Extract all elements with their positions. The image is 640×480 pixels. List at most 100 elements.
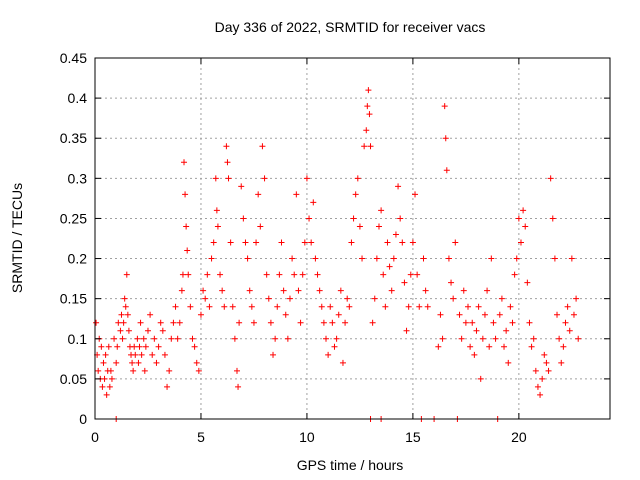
- data-point: [442, 135, 449, 142]
- data-point: [414, 271, 421, 278]
- data-point: [522, 223, 529, 230]
- data-point: [293, 191, 300, 198]
- data-point: [137, 319, 144, 326]
- data-point: [366, 111, 373, 118]
- data-point: [392, 231, 399, 238]
- data-point: [111, 335, 118, 342]
- data-point: [261, 175, 268, 182]
- data-point: [333, 335, 340, 342]
- data-point: [462, 319, 469, 326]
- data-point: [490, 319, 497, 326]
- data-point: [509, 319, 516, 326]
- data-point: [528, 343, 535, 350]
- data-point: [295, 287, 302, 294]
- data-point: [99, 383, 106, 390]
- y-tick-label: 0.4: [68, 90, 88, 106]
- data-point: [422, 287, 429, 294]
- data-point: [503, 327, 510, 334]
- data-points: [93, 87, 582, 422]
- data-point: [558, 359, 565, 366]
- data-point: [280, 287, 287, 294]
- data-point: [204, 271, 211, 278]
- data-point: [412, 191, 419, 198]
- data-point: [161, 351, 168, 358]
- data-point: [537, 391, 544, 398]
- data-point: [282, 311, 289, 318]
- data-point: [511, 271, 518, 278]
- data-point: [159, 327, 166, 334]
- x-tick-label: 0: [91, 429, 99, 445]
- data-point: [545, 367, 552, 374]
- data-point: [117, 327, 124, 334]
- data-point: [566, 327, 573, 334]
- grid: [95, 58, 610, 419]
- data-point: [229, 303, 236, 310]
- data-point: [166, 367, 173, 374]
- data-point: [534, 383, 541, 390]
- data-point: [316, 287, 323, 294]
- data-point: [382, 303, 389, 310]
- data-point: [409, 239, 416, 246]
- data-point: [539, 375, 546, 382]
- data-point: [380, 271, 387, 278]
- data-point: [113, 359, 120, 366]
- data-point: [452, 239, 459, 246]
- x-tick-label: 10: [299, 429, 315, 445]
- data-point: [176, 319, 183, 326]
- data-point: [235, 383, 242, 390]
- data-point: [140, 335, 147, 342]
- data-point: [227, 239, 234, 246]
- data-point: [267, 319, 274, 326]
- data-point: [554, 311, 561, 318]
- data-point: [184, 247, 191, 254]
- data-point: [471, 351, 478, 358]
- data-point: [448, 279, 455, 286]
- data-point: [405, 303, 412, 310]
- data-point: [348, 239, 355, 246]
- data-point: [278, 239, 285, 246]
- data-point: [122, 303, 129, 310]
- data-point: [135, 359, 142, 366]
- data-point: [98, 343, 105, 350]
- data-point: [286, 295, 293, 302]
- data-point: [399, 239, 406, 246]
- data-point: [174, 335, 181, 342]
- data-point: [108, 375, 115, 382]
- data-point: [352, 191, 359, 198]
- data-point: [388, 287, 395, 294]
- y-tick-label: 0.3: [68, 170, 88, 186]
- data-point: [93, 319, 100, 326]
- data-point: [217, 271, 224, 278]
- data-point: [450, 295, 457, 302]
- chart-title: Day 336 of 2022, SRMTID for receiver vac…: [215, 19, 486, 35]
- data-point: [191, 343, 198, 350]
- data-point: [206, 303, 213, 310]
- data-point: [153, 359, 160, 366]
- data-point: [106, 383, 113, 390]
- data-point: [543, 359, 550, 366]
- data-point: [397, 215, 404, 222]
- data-point: [556, 335, 563, 342]
- data-point: [486, 343, 493, 350]
- data-point: [416, 303, 423, 310]
- data-point: [119, 335, 126, 342]
- data-point: [469, 319, 476, 326]
- data-point: [513, 255, 520, 262]
- data-point: [248, 303, 255, 310]
- data-point: [354, 175, 361, 182]
- data-point: [151, 335, 158, 342]
- x-axis-label: GPS time / hours: [297, 457, 404, 473]
- data-point: [223, 143, 230, 150]
- data-point: [365, 87, 372, 94]
- data-point: [101, 375, 108, 382]
- data-point: [342, 319, 349, 326]
- data-point: [123, 271, 130, 278]
- x-axis-ticks: 0 5 10 15 20: [91, 58, 527, 445]
- data-point: [134, 335, 141, 342]
- x-tick-label: 15: [405, 429, 421, 445]
- data-point: [136, 343, 143, 350]
- data-point: [132, 351, 139, 358]
- data-point: [445, 255, 452, 262]
- data-point: [236, 319, 243, 326]
- data-point: [100, 359, 107, 366]
